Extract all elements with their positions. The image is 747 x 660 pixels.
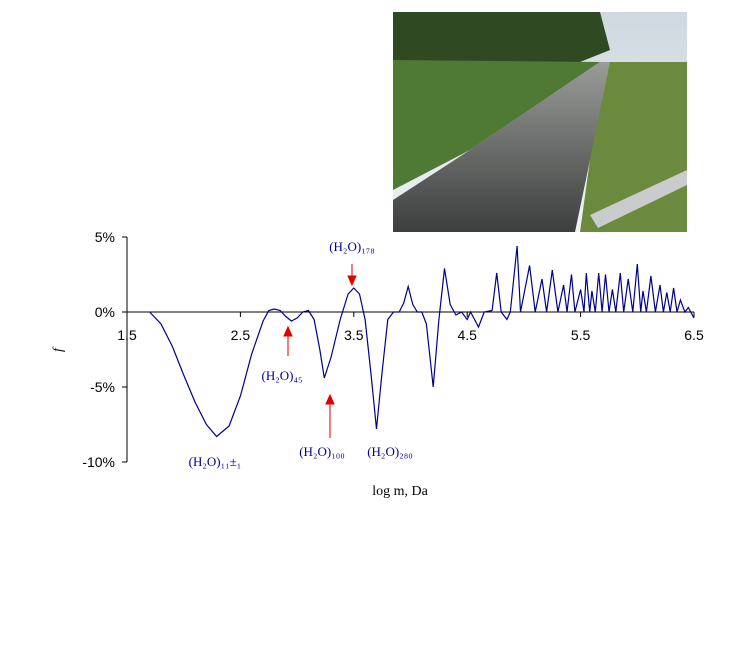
x-tick-label: 6.5 bbox=[684, 327, 704, 343]
x-tick-label: 3.5 bbox=[344, 327, 364, 343]
y-tick-label: 5% bbox=[95, 229, 115, 245]
photo bbox=[393, 12, 687, 232]
arrows bbox=[283, 264, 357, 438]
y-tick-label: 0% bbox=[95, 304, 115, 320]
x-tick-label: 5.5 bbox=[571, 327, 591, 343]
y-tick-label: -5% bbox=[90, 379, 115, 395]
annotation: (H₂O)₁₀₀ bbox=[299, 444, 345, 459]
x-axis-label: log m, Da bbox=[372, 484, 428, 499]
y-axis-label: f bbox=[51, 346, 66, 352]
y-tick-label: -10% bbox=[82, 454, 115, 470]
annotation: (H₂O)₄₅ bbox=[261, 368, 302, 383]
x-tick-label: 1.5 bbox=[117, 327, 137, 343]
x-tick-label: 4.5 bbox=[457, 327, 477, 343]
data-line bbox=[149, 245, 695, 438]
annotation: (H₂O)₂₈₀ bbox=[367, 444, 413, 459]
annotation: (H₂O)₁₁±₁ bbox=[189, 454, 242, 469]
annotation: (H₂O)₁₇₈ bbox=[329, 239, 375, 254]
x-tick-label: 2.5 bbox=[231, 327, 251, 343]
